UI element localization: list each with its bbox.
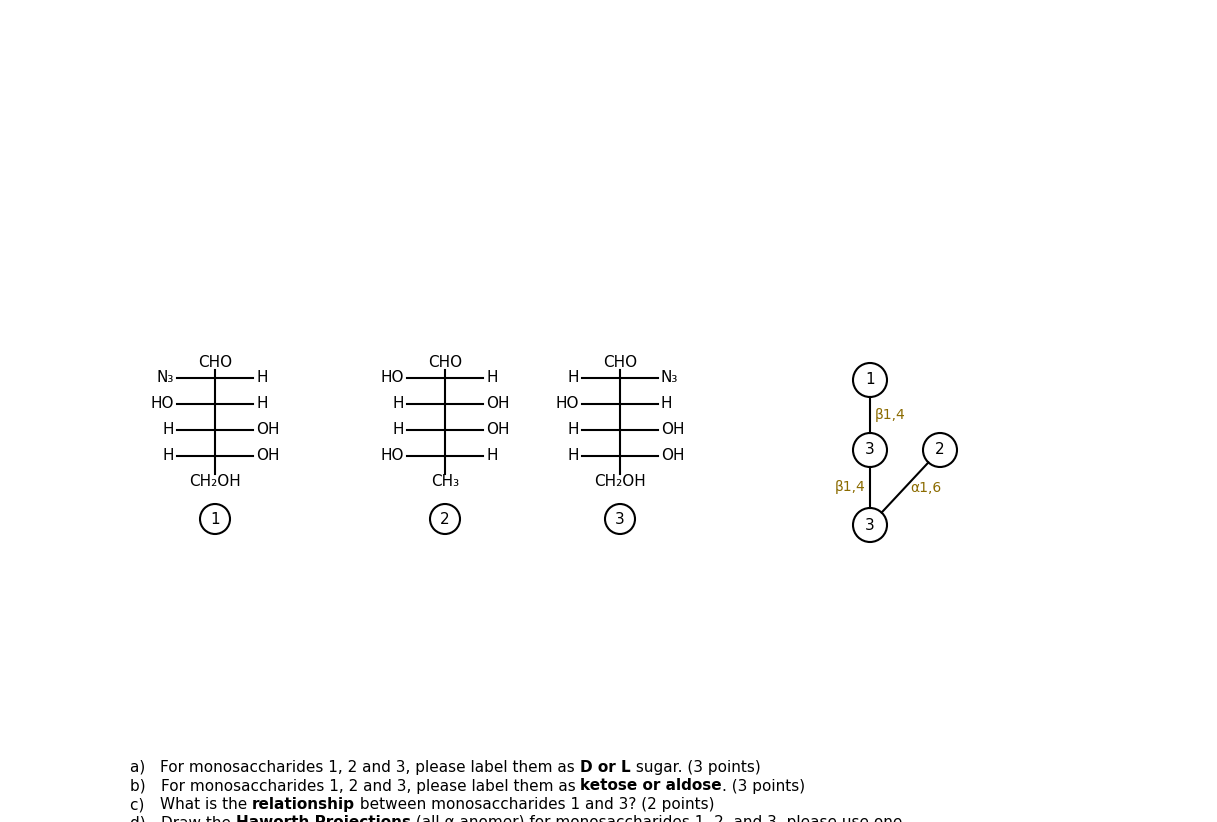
Text: HO: HO [381, 370, 404, 386]
Text: a): a) [130, 760, 161, 775]
Text: ketose or aldose: ketose or aldose [581, 778, 722, 793]
Text: OH: OH [486, 423, 510, 437]
Text: Haworth Projections: Haworth Projections [236, 815, 411, 822]
Text: 3: 3 [865, 518, 875, 533]
Text: H: H [256, 370, 268, 386]
Text: H: H [661, 396, 673, 411]
Text: c): c) [130, 797, 159, 812]
Text: β1,4: β1,4 [875, 408, 905, 422]
Text: 2: 2 [935, 442, 944, 458]
Text: H: H [256, 396, 268, 411]
Text: OH: OH [661, 423, 684, 437]
Text: N₃: N₃ [661, 370, 678, 386]
Text: 1: 1 [865, 372, 875, 387]
Text: β1,4: β1,4 [834, 481, 865, 495]
Text: H: H [163, 423, 174, 437]
Text: OH: OH [661, 448, 684, 464]
Text: CHO: CHO [428, 355, 462, 370]
Text: α1,6: α1,6 [910, 481, 941, 495]
Text: H: H [567, 370, 579, 386]
Text: CHO: CHO [602, 355, 636, 370]
Text: 3: 3 [615, 511, 624, 527]
Text: HO: HO [381, 448, 404, 464]
Text: D or L: D or L [581, 760, 630, 775]
Text: between monosaccharides 1 and 3? (2 points): between monosaccharides 1 and 3? (2 poin… [354, 797, 714, 812]
Text: 3: 3 [865, 442, 875, 458]
Text: OH: OH [256, 423, 280, 437]
Text: OH: OH [256, 448, 280, 464]
Text: b): b) [130, 778, 161, 793]
Text: For monosaccharides 1, 2 and 3, please label them as: For monosaccharides 1, 2 and 3, please l… [161, 760, 581, 775]
Text: OH: OH [486, 396, 510, 411]
Text: CHO: CHO [198, 355, 232, 370]
Text: HO: HO [555, 396, 579, 411]
Text: CH₂OH: CH₂OH [189, 474, 241, 489]
Text: H: H [163, 448, 174, 464]
Text: sugar. (3 points): sugar. (3 points) [630, 760, 761, 775]
Text: relationship: relationship [252, 797, 354, 812]
Text: H: H [567, 448, 579, 464]
Text: H: H [486, 448, 498, 464]
Text: CH₂OH: CH₂OH [594, 474, 646, 489]
Text: CH₃: CH₃ [431, 474, 459, 489]
Text: H: H [567, 423, 579, 437]
Text: Draw the: Draw the [161, 815, 236, 822]
Text: H: H [393, 396, 404, 411]
Text: H: H [486, 370, 498, 386]
Text: 1: 1 [211, 511, 220, 527]
Text: For monosaccharides 1, 2 and 3, please label them as: For monosaccharides 1, 2 and 3, please l… [161, 778, 581, 793]
Text: HO: HO [151, 396, 174, 411]
Text: What is the: What is the [159, 797, 252, 812]
Text: 2: 2 [441, 511, 450, 527]
Text: . (3 points): . (3 points) [722, 778, 806, 793]
Text: N₃: N₃ [157, 370, 174, 386]
Text: H: H [393, 423, 404, 437]
Text: d): d) [130, 815, 161, 822]
Text: (all α anomer) for monosaccharides 1, 2, and 3, please use one: (all α anomer) for monosaccharides 1, 2,… [411, 815, 902, 822]
